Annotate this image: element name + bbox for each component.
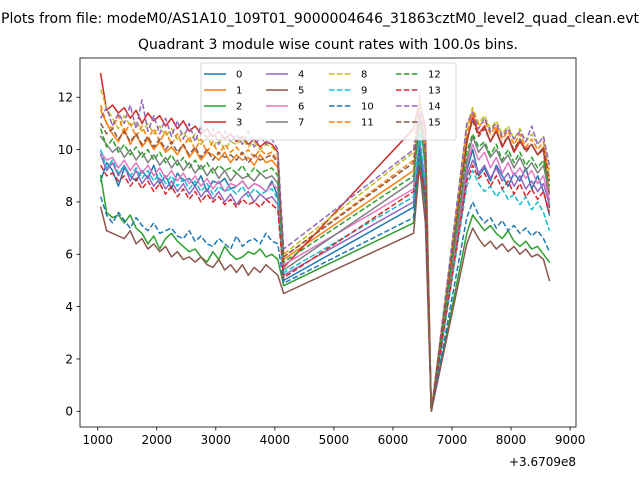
- legend-label-13: 13: [428, 86, 441, 97]
- plot-area: [99, 72, 551, 413]
- y-tick-label: 2: [65, 352, 73, 366]
- series-line-9: [99, 133, 551, 413]
- series-line-13: [100, 164, 551, 413]
- legend-label-5: 5: [298, 86, 304, 97]
- axes-frame: [79, 57, 577, 428]
- x-tick-label: 6000: [378, 433, 409, 447]
- legend-label-6: 6: [298, 102, 304, 113]
- legend-label-12: 12: [428, 70, 441, 81]
- legend-label-10: 10: [361, 102, 374, 113]
- x-tick-label: 7000: [437, 433, 468, 447]
- series-line-12: [99, 122, 551, 413]
- chart-suptitle: Plots from file: modeM0/AS1A10_109T01_90…: [1, 11, 639, 27]
- series-line-5: [99, 164, 551, 413]
- axes: 1000 2000 3000 4000 5000 6000 7000 8000 9000 0 2 4 6…: [58, 57, 586, 447]
- x-tick-label: 5000: [319, 433, 350, 447]
- x-tick-label: 9000: [555, 433, 586, 447]
- x-tick-label: 2000: [141, 433, 172, 447]
- legend-label-8: 8: [361, 70, 367, 81]
- series-line-6: [99, 91, 551, 413]
- legend-box: [200, 62, 457, 141]
- series-lines: [99, 72, 551, 413]
- legend-label-9: 9: [361, 86, 367, 97]
- legend-label-4: 4: [298, 70, 304, 81]
- x-tick-label: 4000: [260, 433, 291, 447]
- legend-label-14: 14: [428, 102, 441, 113]
- x-tick-label: 3000: [201, 433, 232, 447]
- y-tick-label: 12: [58, 91, 73, 105]
- series-line-10: [99, 148, 551, 413]
- legend-label-7: 7: [298, 118, 304, 129]
- series-line-2: [99, 154, 551, 413]
- x-offset-label: +3.6709e8: [509, 455, 576, 469]
- x-tick-label: 1000: [82, 433, 113, 447]
- legend-label-15: 15: [428, 118, 441, 129]
- legend-label-11: 11: [361, 118, 374, 129]
- legend-label-0: 0: [236, 70, 242, 81]
- series-line-15: [100, 114, 551, 413]
- y-tick-label: 10: [58, 143, 73, 157]
- x-tick-label: 8000: [496, 433, 527, 447]
- y-tick-label: 6: [65, 248, 73, 262]
- legend-label-2: 2: [236, 102, 242, 113]
- legend-label-3: 3: [236, 118, 242, 129]
- y-tick-label: 8: [65, 195, 73, 209]
- series-line-11: [99, 104, 551, 413]
- chart-title: Quadrant 3 module wise count rates with …: [138, 37, 518, 53]
- legend-label-1: 1: [236, 86, 242, 97]
- y-tick-label: 0: [65, 405, 73, 419]
- series-line-4: [99, 138, 551, 413]
- y-tick-label: 4: [65, 300, 73, 314]
